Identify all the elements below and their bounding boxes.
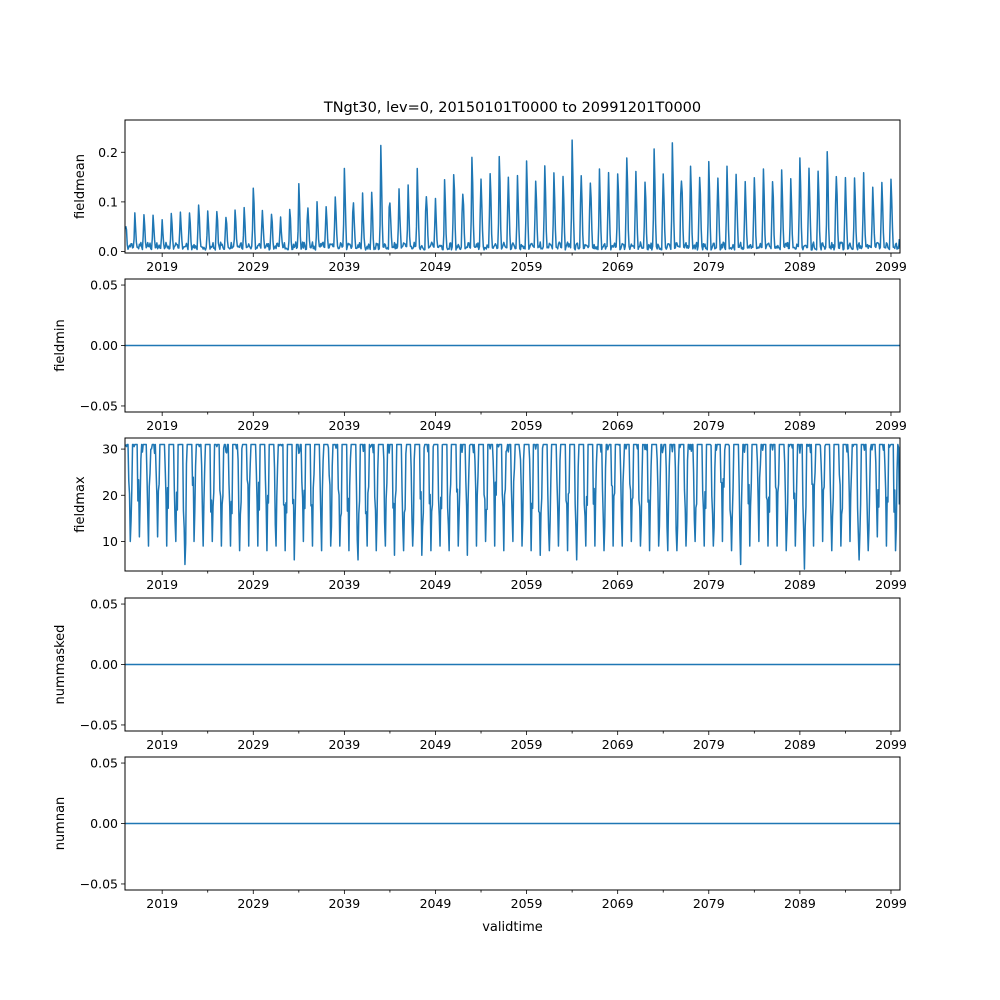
x-tick-label: 2029 xyxy=(237,577,269,592)
x-tick-label: 2089 xyxy=(784,418,816,433)
x-tick-label: 2079 xyxy=(693,418,725,433)
x-tick-label: 2049 xyxy=(420,577,452,592)
x-tick-label: 2059 xyxy=(511,896,543,911)
x-tick-label: 2079 xyxy=(693,737,725,752)
x-tick-label: 2019 xyxy=(146,259,178,274)
x-tick-label: 2029 xyxy=(237,259,269,274)
y-tick-label: 10 xyxy=(102,534,118,549)
x-tick-label: 2059 xyxy=(511,418,543,433)
x-tick-label: 2049 xyxy=(420,737,452,752)
axes-frame-fieldmean xyxy=(124,119,901,254)
x-tick-label: 2059 xyxy=(511,737,543,752)
x-tick-label: 2099 xyxy=(875,259,907,274)
series-line-fieldmean xyxy=(125,139,900,251)
x-tick-label: 2069 xyxy=(602,737,634,752)
x-tick-label: 2069 xyxy=(602,259,634,274)
x-tick-label: 2089 xyxy=(784,896,816,911)
panel-fieldmin: −0.05 0.00 0.05 2019 2029 2039 2049 2059 2069 207… xyxy=(53,278,907,433)
x-tick-label: 2059 xyxy=(511,259,543,274)
x-tick-label: 2079 xyxy=(693,577,725,592)
y-tick-label: 20 xyxy=(102,488,118,503)
y-tick-label: −0.05 xyxy=(80,717,118,732)
x-tick-label: 2099 xyxy=(875,577,907,592)
y-tick-label: 0.1 xyxy=(98,194,118,209)
panel-fieldmean: 0.0 0.1 0.2 2019 2029 2039 2049 2059 2069 2079 208… xyxy=(73,119,907,274)
x-tick-label: 2019 xyxy=(146,577,178,592)
x-tick-label: 2029 xyxy=(237,737,269,752)
y-tick-label: 0.00 xyxy=(90,816,118,831)
x-tick-label: 2039 xyxy=(328,577,360,592)
y-tick-label: 0.05 xyxy=(90,756,118,771)
x-tick-label: 2039 xyxy=(328,896,360,911)
x-tick-label: 2049 xyxy=(420,259,452,274)
x-tick-label: 2049 xyxy=(420,418,452,433)
y-axis-label-nummasked: nummasked xyxy=(53,625,68,705)
series-line-fieldmax xyxy=(125,443,900,570)
x-tick-label: 2089 xyxy=(784,577,816,592)
y-tick-label: −0.05 xyxy=(80,398,118,413)
y-tick-label: 0.05 xyxy=(90,597,118,612)
x-tick-label: 2099 xyxy=(875,418,907,433)
x-tick-label: 2069 xyxy=(602,896,634,911)
x-tick-label: 2039 xyxy=(328,737,360,752)
x-tick-label: 2069 xyxy=(602,418,634,433)
x-tick-label: 2049 xyxy=(420,896,452,911)
panel-nummasked: −0.05 0.00 0.05 2019 2029 2039 2049 2059 2069 207… xyxy=(53,597,907,752)
y-axis-label-fieldmax: fieldmax xyxy=(73,476,88,533)
x-tick-label: 2039 xyxy=(328,418,360,433)
x-tick-label: 2039 xyxy=(328,259,360,274)
y-axis-label-fieldmin: fieldmin xyxy=(53,319,68,372)
x-tick-label: 2019 xyxy=(146,896,178,911)
x-tick-label: 2079 xyxy=(693,259,725,274)
x-tick-label: 2069 xyxy=(602,577,634,592)
panel-fieldmax: 10 20 30 2019 2029 2039 2049 2059 2069 2079 2089 20… xyxy=(73,437,907,592)
figure-title: TNgt30, lev=0, 20150101T0000 to 20991201… xyxy=(323,100,701,116)
x-tick-label: 2089 xyxy=(784,737,816,752)
panel-numnan: −0.05 0.00 0.05 2019 2029 2039 2049 2059 2069 207… xyxy=(53,756,907,911)
y-tick-label: 0.00 xyxy=(90,338,118,353)
x-tick-label: 2029 xyxy=(237,896,269,911)
x-tick-label: 2019 xyxy=(146,418,178,433)
x-tick-label: 2079 xyxy=(693,896,725,911)
y-tick-label: 30 xyxy=(102,442,118,457)
y-axis-label-fieldmean: fieldmean xyxy=(73,154,88,219)
y-tick-label: 0.0 xyxy=(98,244,118,259)
y-tick-label: −0.05 xyxy=(80,876,118,891)
x-tick-label: 2089 xyxy=(784,259,816,274)
y-tick-label: 0.2 xyxy=(98,145,118,160)
x-axis-label: validtime xyxy=(482,920,543,935)
y-axis-label-numnan: numnan xyxy=(53,797,68,851)
x-tick-label: 2019 xyxy=(146,737,178,752)
x-tick-label: 2099 xyxy=(875,737,907,752)
x-tick-label: 2029 xyxy=(237,418,269,433)
x-tick-label: 2099 xyxy=(875,896,907,911)
axes-frame-fieldmax xyxy=(124,437,901,572)
x-tick-label: 2059 xyxy=(511,577,543,592)
y-tick-label: 0.05 xyxy=(90,278,118,293)
y-tick-label: 0.00 xyxy=(90,657,118,672)
